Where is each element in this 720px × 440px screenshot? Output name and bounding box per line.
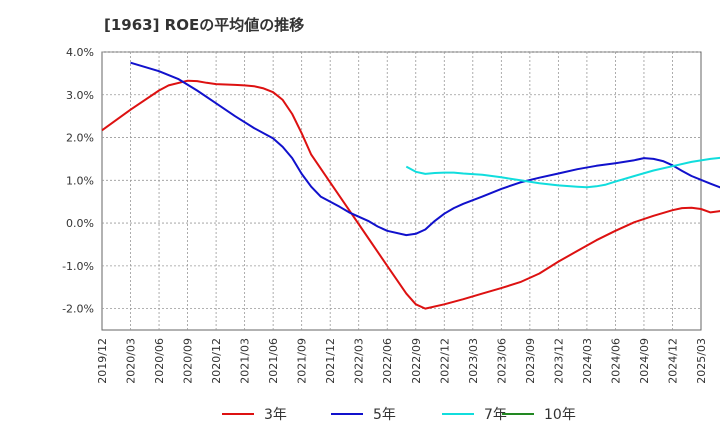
series-line-3年	[101, 79, 720, 310]
x-tick-label: 2024/06	[609, 338, 622, 384]
legend-label: 3年	[264, 407, 287, 423]
y-tick-label: 1.0%	[66, 174, 94, 187]
x-tick-label: 2020/03	[125, 338, 138, 384]
x-tick-label: 2022/09	[410, 338, 423, 384]
x-tick-label: 2022/03	[353, 338, 366, 384]
legend-label: 5年	[373, 407, 396, 423]
x-tick-label: 2024/03	[581, 338, 594, 384]
x-tick-label: 2021/03	[239, 338, 252, 384]
x-tick-label: 2023/12	[552, 338, 565, 384]
series-lines	[101, 61, 720, 310]
x-tick-label: 2025/03	[695, 338, 708, 384]
x-axis-ticks: 2019/12 2020/03 2020/06 2020/09 2020/12 2021/…	[96, 338, 708, 384]
chart-title: [1963] ROEの平均値の推移	[104, 16, 305, 34]
x-tick-label: 2024/09	[638, 338, 651, 384]
series-line-7年	[405, 156, 720, 189]
y-tick-label: 0.0%	[66, 217, 94, 230]
y-tick-label: -2.0%	[62, 303, 94, 316]
series-line-5年	[130, 61, 720, 237]
x-tick-label: 2023/03	[467, 338, 480, 384]
y-tick-label: -1.0%	[62, 260, 94, 273]
x-tick-label: 2020/09	[182, 338, 195, 384]
x-tick-label: 2023/06	[495, 338, 508, 384]
y-tick-label: 3.0%	[66, 89, 94, 102]
x-tick-label: 2021/06	[267, 338, 280, 384]
plot-area	[101, 51, 702, 331]
legend-label: 7年	[484, 407, 507, 423]
x-tick-label: 2021/12	[324, 338, 337, 384]
y-axis-ticks: 4.0% 3.0% 2.0% 1.0% 0.0% -1.0% -2.0%	[62, 46, 94, 316]
x-tick-label: 2020/06	[153, 338, 166, 384]
x-tick-label: 2022/06	[381, 338, 394, 384]
x-tick-label: 2022/12	[438, 338, 451, 384]
legend-label: 10年	[544, 407, 576, 423]
y-tick-label: 4.0%	[66, 46, 94, 59]
x-tick-label: 2021/09	[296, 338, 309, 384]
x-tick-label: 2023/09	[524, 338, 537, 384]
x-tick-label: 2019/12	[96, 338, 109, 384]
y-tick-label: 2.0%	[66, 132, 94, 145]
x-tick-label: 2020/12	[210, 338, 223, 384]
legend: 3年 5年 7年 10年	[222, 407, 576, 423]
x-tick-label: 2024/12	[666, 338, 679, 384]
